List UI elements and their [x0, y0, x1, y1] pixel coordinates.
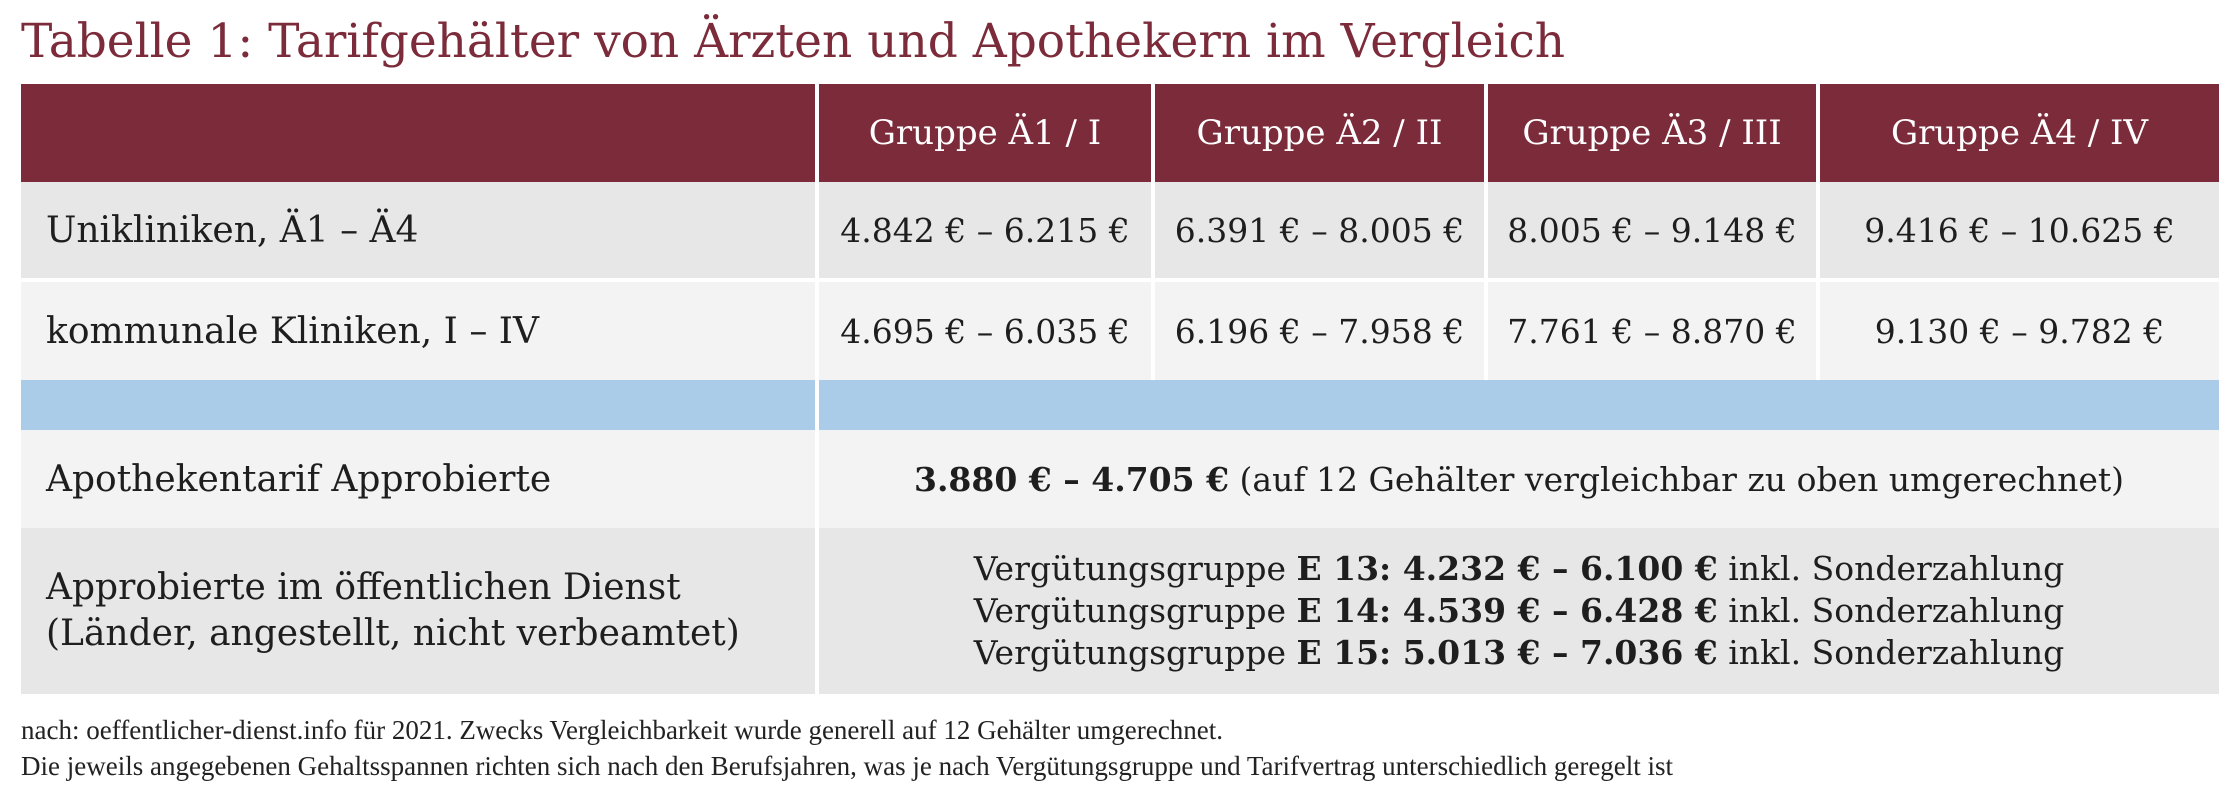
verguetung-line-e15: Vergütungsgruppe E 15: 5.013 € – 7.036 €… [974, 632, 2065, 674]
table-cell: 7.761 € – 8.870 € [1484, 282, 1816, 380]
apotheke-note: (auf 12 Gehälter vergleichbar zu oben um… [1229, 459, 2124, 499]
line-suffix: inkl. Sonderzahlung [1717, 633, 2065, 672]
verguetung-line-e14: Vergütungsgruppe E 14: 4.539 € – 6.428 €… [974, 590, 2065, 632]
apotheke-range: 3.880 € – 4.705 € [913, 459, 1230, 499]
row-label: Approbierte im öffentlichen Dienst (Länd… [21, 528, 815, 694]
table-cell: 6.391 € – 8.005 € [1151, 182, 1484, 278]
table-cell: 9.416 € – 10.625 € [1816, 182, 2219, 278]
row-label-line2: (Länder, angestellt, nicht verbeamtet) [46, 613, 740, 654]
oeffentlich-values: Vergütungsgruppe E 13: 4.232 € – 6.100 €… [815, 528, 2219, 694]
separator-cell [815, 380, 2219, 430]
line-group: E 13 [1296, 549, 1380, 588]
row-label: Apothekentarif Approbierte [46, 458, 552, 500]
line-group: E 15 [1296, 633, 1380, 672]
line-range: : 4.539 € – 6.428 € [1379, 591, 1718, 630]
table-row-kommunale-kliniken: kommunale Kliniken, I – IV 4.695 € – 6.0… [21, 282, 2219, 380]
row-divider [21, 278, 2219, 282]
separator-cell [21, 380, 815, 430]
line-prefix: Vergütungsgruppe [973, 633, 1297, 672]
header-empty-cell [21, 84, 815, 182]
table-row-oeffentlicher-dienst: Approbierte im öffentlichen Dienst (Länd… [21, 528, 2219, 694]
apotheke-value: 3.880 € – 4.705 € (auf 12 Gehälter vergl… [815, 430, 2219, 528]
line-range: : 4.232 € – 6.100 € [1379, 549, 1718, 588]
table-row-unikliniken: Unikliniken, Ä1 – Ä4 4.842 € – 6.215 € 6… [21, 182, 2219, 278]
line-range: : 5.013 € – 7.036 € [1379, 633, 1718, 672]
line-suffix: inkl. Sonderzahlung [1717, 549, 2065, 588]
line-suffix: inkl. Sonderzahlung [1717, 591, 2065, 630]
apotheke-value-text: 3.880 € – 4.705 € (auf 12 Gehälter vergl… [914, 460, 2124, 499]
table-header-row: Gruppe Ä1 / I Gruppe Ä2 / II Gruppe Ä3 /… [21, 84, 2219, 182]
row-label: kommunale Kliniken, I – IV [46, 310, 539, 352]
verguetung-line-e13: Vergütungsgruppe E 13: 4.232 € – 6.100 €… [974, 548, 2065, 590]
header-gruppe-1: Gruppe Ä1 / I [815, 84, 1151, 182]
line-prefix: Vergütungsgruppe [973, 591, 1297, 630]
footnote-line1: nach: oeffentlicher-dienst.info für 2021… [21, 715, 1223, 745]
header-gruppe-2: Gruppe Ä2 / II [1151, 84, 1484, 182]
line-prefix: Vergütungsgruppe [973, 549, 1297, 588]
verguetung-list: Vergütungsgruppe E 13: 4.232 € – 6.100 €… [974, 548, 2065, 674]
table-cell: 4.695 € – 6.035 € [815, 282, 1151, 380]
table-cell: 6.196 € – 7.958 € [1151, 282, 1484, 380]
header-gruppe-3: Gruppe Ä3 / III [1484, 84, 1816, 182]
line-group: E 14 [1296, 591, 1380, 630]
page-title: Tabelle 1: Tarifgehälter von Ärzten und … [21, 14, 1566, 69]
row-label-line1: Approbierte im öffentlichen Dienst [46, 567, 681, 608]
row-label: Unikliniken, Ä1 – Ä4 [46, 209, 419, 251]
footnote-line2: Die jeweils angegebenen Gehaltsspannen r… [21, 751, 1674, 781]
separator-row [21, 380, 2219, 430]
table-cell: 8.005 € – 9.148 € [1484, 182, 1816, 278]
header-gruppe-4: Gruppe Ä4 / IV [1816, 84, 2219, 182]
table-row-apothekentarif: Apothekentarif Approbierte 3.880 € – 4.7… [21, 430, 2219, 528]
table-cell: 4.842 € – 6.215 € [815, 182, 1151, 278]
salary-table: Gruppe Ä1 / I Gruppe Ä2 / II Gruppe Ä3 /… [21, 84, 2219, 694]
footnote: nach: oeffentlicher-dienst.info für 2021… [21, 712, 1673, 784]
table-cell: 9.130 € – 9.782 € [1816, 282, 2219, 380]
